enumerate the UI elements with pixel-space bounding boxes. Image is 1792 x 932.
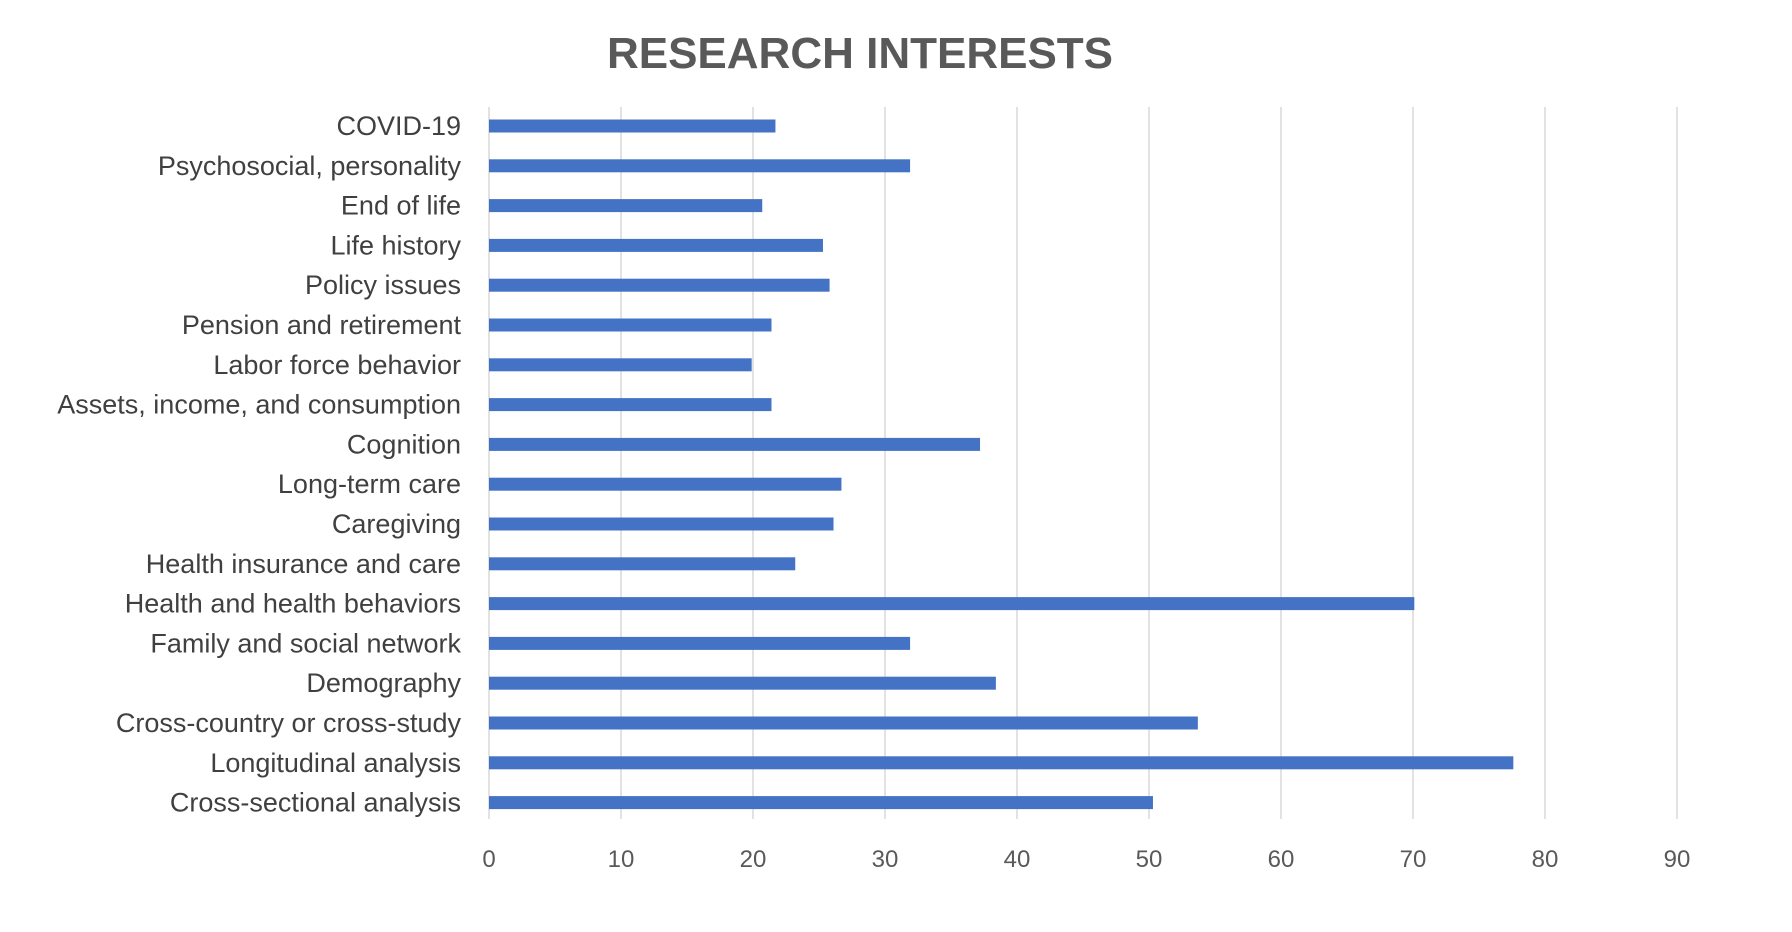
category-label: Cognition — [347, 429, 461, 459]
x-tick-label: 90 — [1664, 846, 1691, 873]
bar — [489, 597, 1415, 611]
bar — [489, 756, 1514, 770]
category-label: Psychosocial, personality — [158, 151, 462, 181]
bar — [489, 199, 763, 213]
x-tick-label: 50 — [1136, 846, 1163, 873]
category-labels: COVID-19 Psychosocial, personality End of … — [57, 111, 461, 818]
category-label: COVID-19 — [336, 111, 461, 141]
category-label: Policy issues — [305, 270, 461, 300]
x-tick-label: 70 — [1400, 846, 1427, 873]
bar — [489, 517, 834, 531]
chart-title: RESEARCH INTERESTS — [607, 29, 1113, 78]
category-label: Cross-sectional analysis — [170, 788, 461, 818]
x-tick-label: 20 — [740, 846, 767, 873]
x-tick-label: 40 — [1004, 846, 1031, 873]
category-label: Family and social network — [150, 628, 461, 658]
x-tick-label: 80 — [1532, 846, 1559, 873]
category-label: Assets, income, and consumption — [57, 390, 461, 420]
category-label: Life history — [330, 230, 461, 260]
bar — [489, 716, 1198, 730]
bar — [489, 238, 823, 252]
bar — [489, 557, 796, 571]
category-label: Health insurance and care — [146, 549, 461, 579]
category-label: Demography — [306, 668, 461, 698]
x-tick-labels: 0 10 20 30 40 50 60 70 80 90 — [482, 846, 1690, 873]
bar — [489, 676, 996, 690]
x-tick-label: 30 — [872, 846, 899, 873]
category-label: Health and health behaviors — [125, 589, 461, 619]
x-tick-label: 60 — [1268, 846, 1295, 873]
bar — [489, 796, 1153, 810]
bar — [489, 358, 752, 372]
bar — [489, 398, 772, 412]
x-tick-label: 10 — [608, 846, 635, 873]
category-label: Long-term care — [278, 469, 461, 499]
category-label: End of life — [341, 191, 461, 221]
category-label: Longitudinal analysis — [210, 748, 461, 778]
bar — [489, 318, 772, 332]
bar — [489, 477, 842, 491]
x-tick-label: 0 — [482, 846, 495, 873]
bar — [489, 159, 911, 173]
category-label: Pension and retirement — [182, 310, 462, 340]
bar — [489, 278, 830, 292]
bar — [489, 437, 981, 451]
gridlines — [620, 107, 1678, 819]
bar — [489, 636, 911, 650]
bar — [489, 119, 776, 133]
category-label: Cross-country or cross-study — [116, 708, 462, 738]
bars — [489, 119, 1514, 810]
category-label: Labor force behavior — [213, 350, 461, 380]
category-label: Caregiving — [332, 509, 461, 539]
